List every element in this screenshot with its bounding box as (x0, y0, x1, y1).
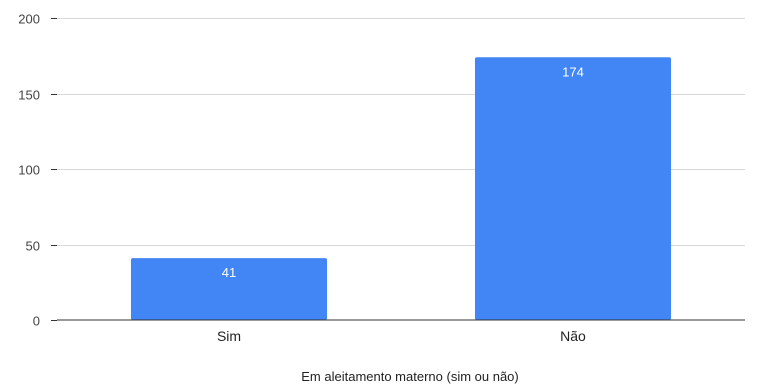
x-axis-ticks: Sim Não (217, 328, 586, 344)
y-tick-label: 150 (18, 88, 40, 103)
bar-sim (130, 258, 328, 320)
x-axis-title: Em aleitamento materno (sim ou não) (301, 369, 518, 384)
y-tick-label: 50 (26, 239, 40, 254)
data-label-não: 174 (562, 64, 584, 79)
bars (130, 57, 672, 320)
data-label-sim: 41 (222, 265, 236, 280)
y-tick-label: 100 (18, 163, 40, 178)
y-tick-label: 0 (33, 314, 40, 329)
y-tick-label: 200 (18, 12, 40, 27)
x-tick-label-0: Sim (217, 328, 241, 344)
data-labels: 41 174 (222, 64, 584, 280)
bar-não (474, 57, 672, 320)
y-axis-ticks: 0 50 100 150 200 (18, 12, 57, 329)
x-tick-label-1: Não (560, 328, 586, 344)
